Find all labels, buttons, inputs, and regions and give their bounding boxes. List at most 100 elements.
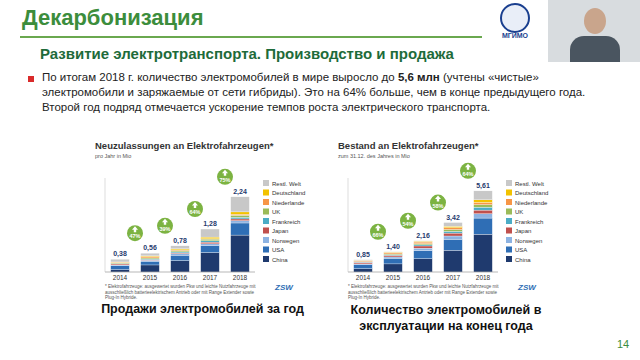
bar-segment: [171, 246, 190, 249]
bar-segment: [414, 245, 433, 246]
growth-arrow: [375, 225, 381, 231]
caption-left: Продажи электромобилей за год: [95, 302, 310, 316]
total-label: 1,40: [386, 243, 400, 251]
slide-subtitle: Развитие электротранспорта. Производство…: [40, 45, 454, 62]
bar-segment: [474, 205, 493, 208]
legend-swatch: [506, 228, 512, 234]
bar-segment: [201, 239, 220, 241]
bar-segment: [354, 260, 373, 262]
bar-segment: [231, 221, 250, 223]
bar-segment: [231, 197, 250, 212]
bar-segment: [444, 239, 463, 250]
bar-segment: [384, 257, 403, 258]
bar-segment: [141, 258, 160, 260]
x-tick-label: 2014: [113, 274, 128, 281]
source-logo: ZSW: [517, 283, 537, 292]
legend-label: USA: [515, 247, 527, 253]
x-tick-label: 2016: [416, 274, 431, 281]
x-tick-label: 2017: [446, 274, 461, 281]
bar-segment: [171, 252, 190, 253]
x-tick-label: 2017: [203, 274, 218, 281]
legend-swatch: [263, 180, 269, 186]
x-axis: [348, 272, 498, 273]
bar-segment: [354, 262, 373, 263]
legend-swatch: [506, 199, 512, 205]
growth-badge: [400, 213, 416, 229]
caption-right: Количество электромобилей в эксплуатации…: [336, 302, 556, 334]
bar-segment: [141, 258, 160, 259]
bar-segment: [231, 215, 250, 217]
bar-segment: [474, 218, 493, 234]
bar-segment: [414, 246, 433, 248]
total-label: 0,85: [356, 251, 370, 259]
legend-label: Frankreich: [515, 219, 543, 225]
legend-label: Niederlande: [515, 200, 548, 206]
bar-segment: [354, 269, 373, 272]
bar-segment: [474, 191, 493, 200]
growth-label: 47%: [129, 233, 140, 239]
growth-badge: [460, 163, 476, 179]
bar-segment: [111, 264, 130, 265]
growth-label: 64%: [462, 171, 473, 177]
bar-segment: [414, 240, 433, 241]
bar-segment: [414, 244, 433, 245]
bar-segment: [354, 259, 373, 261]
bar-segment: [444, 236, 463, 239]
bar-segment: [354, 264, 373, 268]
page-number: 14: [612, 338, 634, 350]
legend-label: Deutschland: [515, 190, 548, 196]
bar-segment: [474, 202, 493, 204]
growth-arrow: [222, 170, 228, 176]
legend-label: Deutschland: [272, 190, 305, 196]
bar-segment: [231, 223, 250, 235]
bar-segment: [201, 242, 220, 244]
total-label: 0,78: [173, 237, 187, 245]
growth-badge: [157, 218, 173, 234]
bar-segment: [474, 200, 493, 203]
title-rule: [20, 36, 482, 38]
bar-segment: [384, 255, 403, 257]
growth-arrow: [162, 219, 168, 225]
total-label: 3,42: [446, 214, 460, 222]
bar-segment: [171, 251, 190, 252]
growth-badge: [217, 169, 233, 185]
legend-swatch: [506, 180, 512, 186]
x-tick-label: 2018: [476, 274, 491, 281]
bar-segment: [231, 217, 250, 219]
bar-segment: [201, 241, 220, 242]
bar-segment: [444, 233, 463, 236]
x-tick-label: 2015: [143, 274, 158, 281]
growth-arrow: [465, 164, 471, 170]
total-label: 2,16: [416, 232, 430, 240]
legend-label: Frankreich: [272, 219, 300, 225]
bar-segment: [141, 259, 160, 261]
bar-segment: [201, 237, 220, 239]
growth-badge: [370, 224, 386, 240]
bar-segment: [474, 214, 493, 218]
bars: [111, 197, 250, 272]
bar-segment: [171, 249, 190, 250]
bullet-text: По итогам 2018 г. количество электромоби…: [42, 70, 594, 115]
x-tick-label: 2014: [356, 274, 371, 281]
bar-segment: [201, 244, 220, 246]
bar-segment: [384, 251, 403, 252]
bar-segment: [414, 248, 433, 250]
chart: Neuzulassungen an Elektrofahrzeugen*pro …: [95, 140, 305, 292]
chart-footnote: * Elektrofahrzeuge: ausgewertet wurden P…: [348, 284, 508, 301]
webcam-person-head: [584, 8, 606, 34]
legend-swatch: [263, 228, 269, 234]
bar-segment: [384, 252, 403, 254]
bar-segment: [231, 214, 250, 215]
legend-label: China: [272, 257, 288, 263]
legend-swatch: [263, 209, 269, 215]
growth-badge: [127, 225, 143, 241]
bars: [354, 191, 493, 272]
growth-label: 58%: [432, 203, 443, 209]
legend-swatch: [506, 209, 512, 215]
total-label: 0,38: [113, 250, 127, 258]
bar-segment: [414, 259, 433, 272]
bar-segment: [201, 246, 220, 253]
bar-segment: [384, 253, 403, 254]
growth-arrow: [435, 196, 441, 202]
legend-swatch: [506, 190, 512, 196]
